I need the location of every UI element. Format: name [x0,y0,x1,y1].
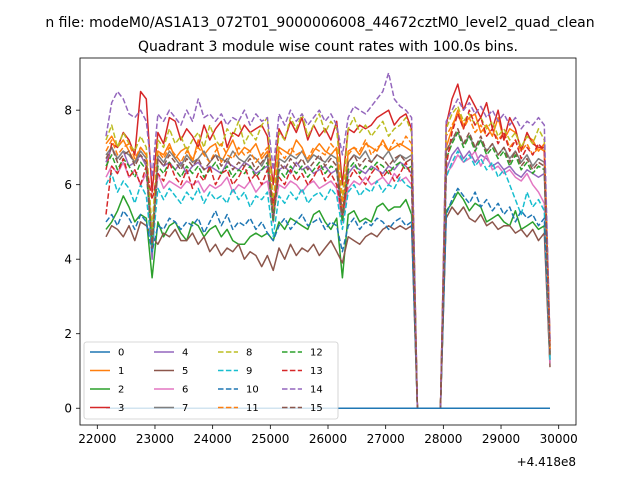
x-axis: 22000 23000 24000 25000 26000 27000 28000 29000… [78,425,578,446]
y-tick-label: 8 [64,104,72,118]
x-tick-label: 27000 [367,432,405,446]
y-axis: 0 2 4 6 8 [64,104,80,416]
legend-label-1: 1 [118,366,124,377]
legend-label-8: 8 [246,348,252,359]
series-line-4 [105,146,551,409]
legend-label-12: 12 [310,348,323,359]
series-line-11 [105,113,551,409]
x-axis-offset-label: +4.418e8 [517,455,576,469]
legend-label-11: 11 [246,403,259,414]
y-tick-label: 0 [64,402,72,416]
legend-label-15: 15 [310,403,323,414]
series-line-6 [105,150,551,409]
series-line-8 [105,105,551,409]
series-line-12 [105,131,551,409]
legend-label-5: 5 [182,366,188,377]
legend-label-4: 4 [182,348,188,359]
series-line-3 [105,83,551,409]
legend-label-2: 2 [118,385,124,396]
y-tick-label: 2 [64,327,72,341]
x-tick-label: 24000 [194,432,232,446]
x-tick-label: 23000 [136,432,174,446]
legend-label-3: 3 [118,403,124,414]
legend-label-6: 6 [182,385,188,396]
legend-label-14: 14 [310,385,323,396]
series-line-13 [105,109,551,409]
legend-label-7: 7 [182,403,188,414]
series-line-15 [105,128,551,409]
x-tick-label: 25000 [251,432,289,446]
legend-label-0: 0 [118,348,124,359]
chart-title: Quadrant 3 module wise count rates with … [138,39,518,55]
series-line-7 [105,131,551,409]
x-tick-label: 26000 [309,432,347,446]
y-tick-label: 4 [64,253,72,267]
series-line-5 [105,206,551,409]
legend-label-10: 10 [246,385,259,396]
x-tick-label: 28000 [424,432,462,446]
series-line-9 [105,150,551,409]
x-tick-label: 22000 [78,432,116,446]
x-tick-label: 29000 [482,432,520,446]
series-line-14 [105,72,551,409]
legend-box [83,341,339,420]
series-line-1 [105,109,551,409]
y-tick-label: 6 [64,178,72,192]
legend-label-9: 9 [246,366,252,377]
x-tick-label: 30000 [540,432,578,446]
legend-label-13: 13 [310,366,323,377]
series-line-10 [105,187,551,409]
figure-suptitle: n file: modeM0/AS1A13_072T01_9000006008_… [45,15,594,31]
plot-lines [105,72,551,409]
